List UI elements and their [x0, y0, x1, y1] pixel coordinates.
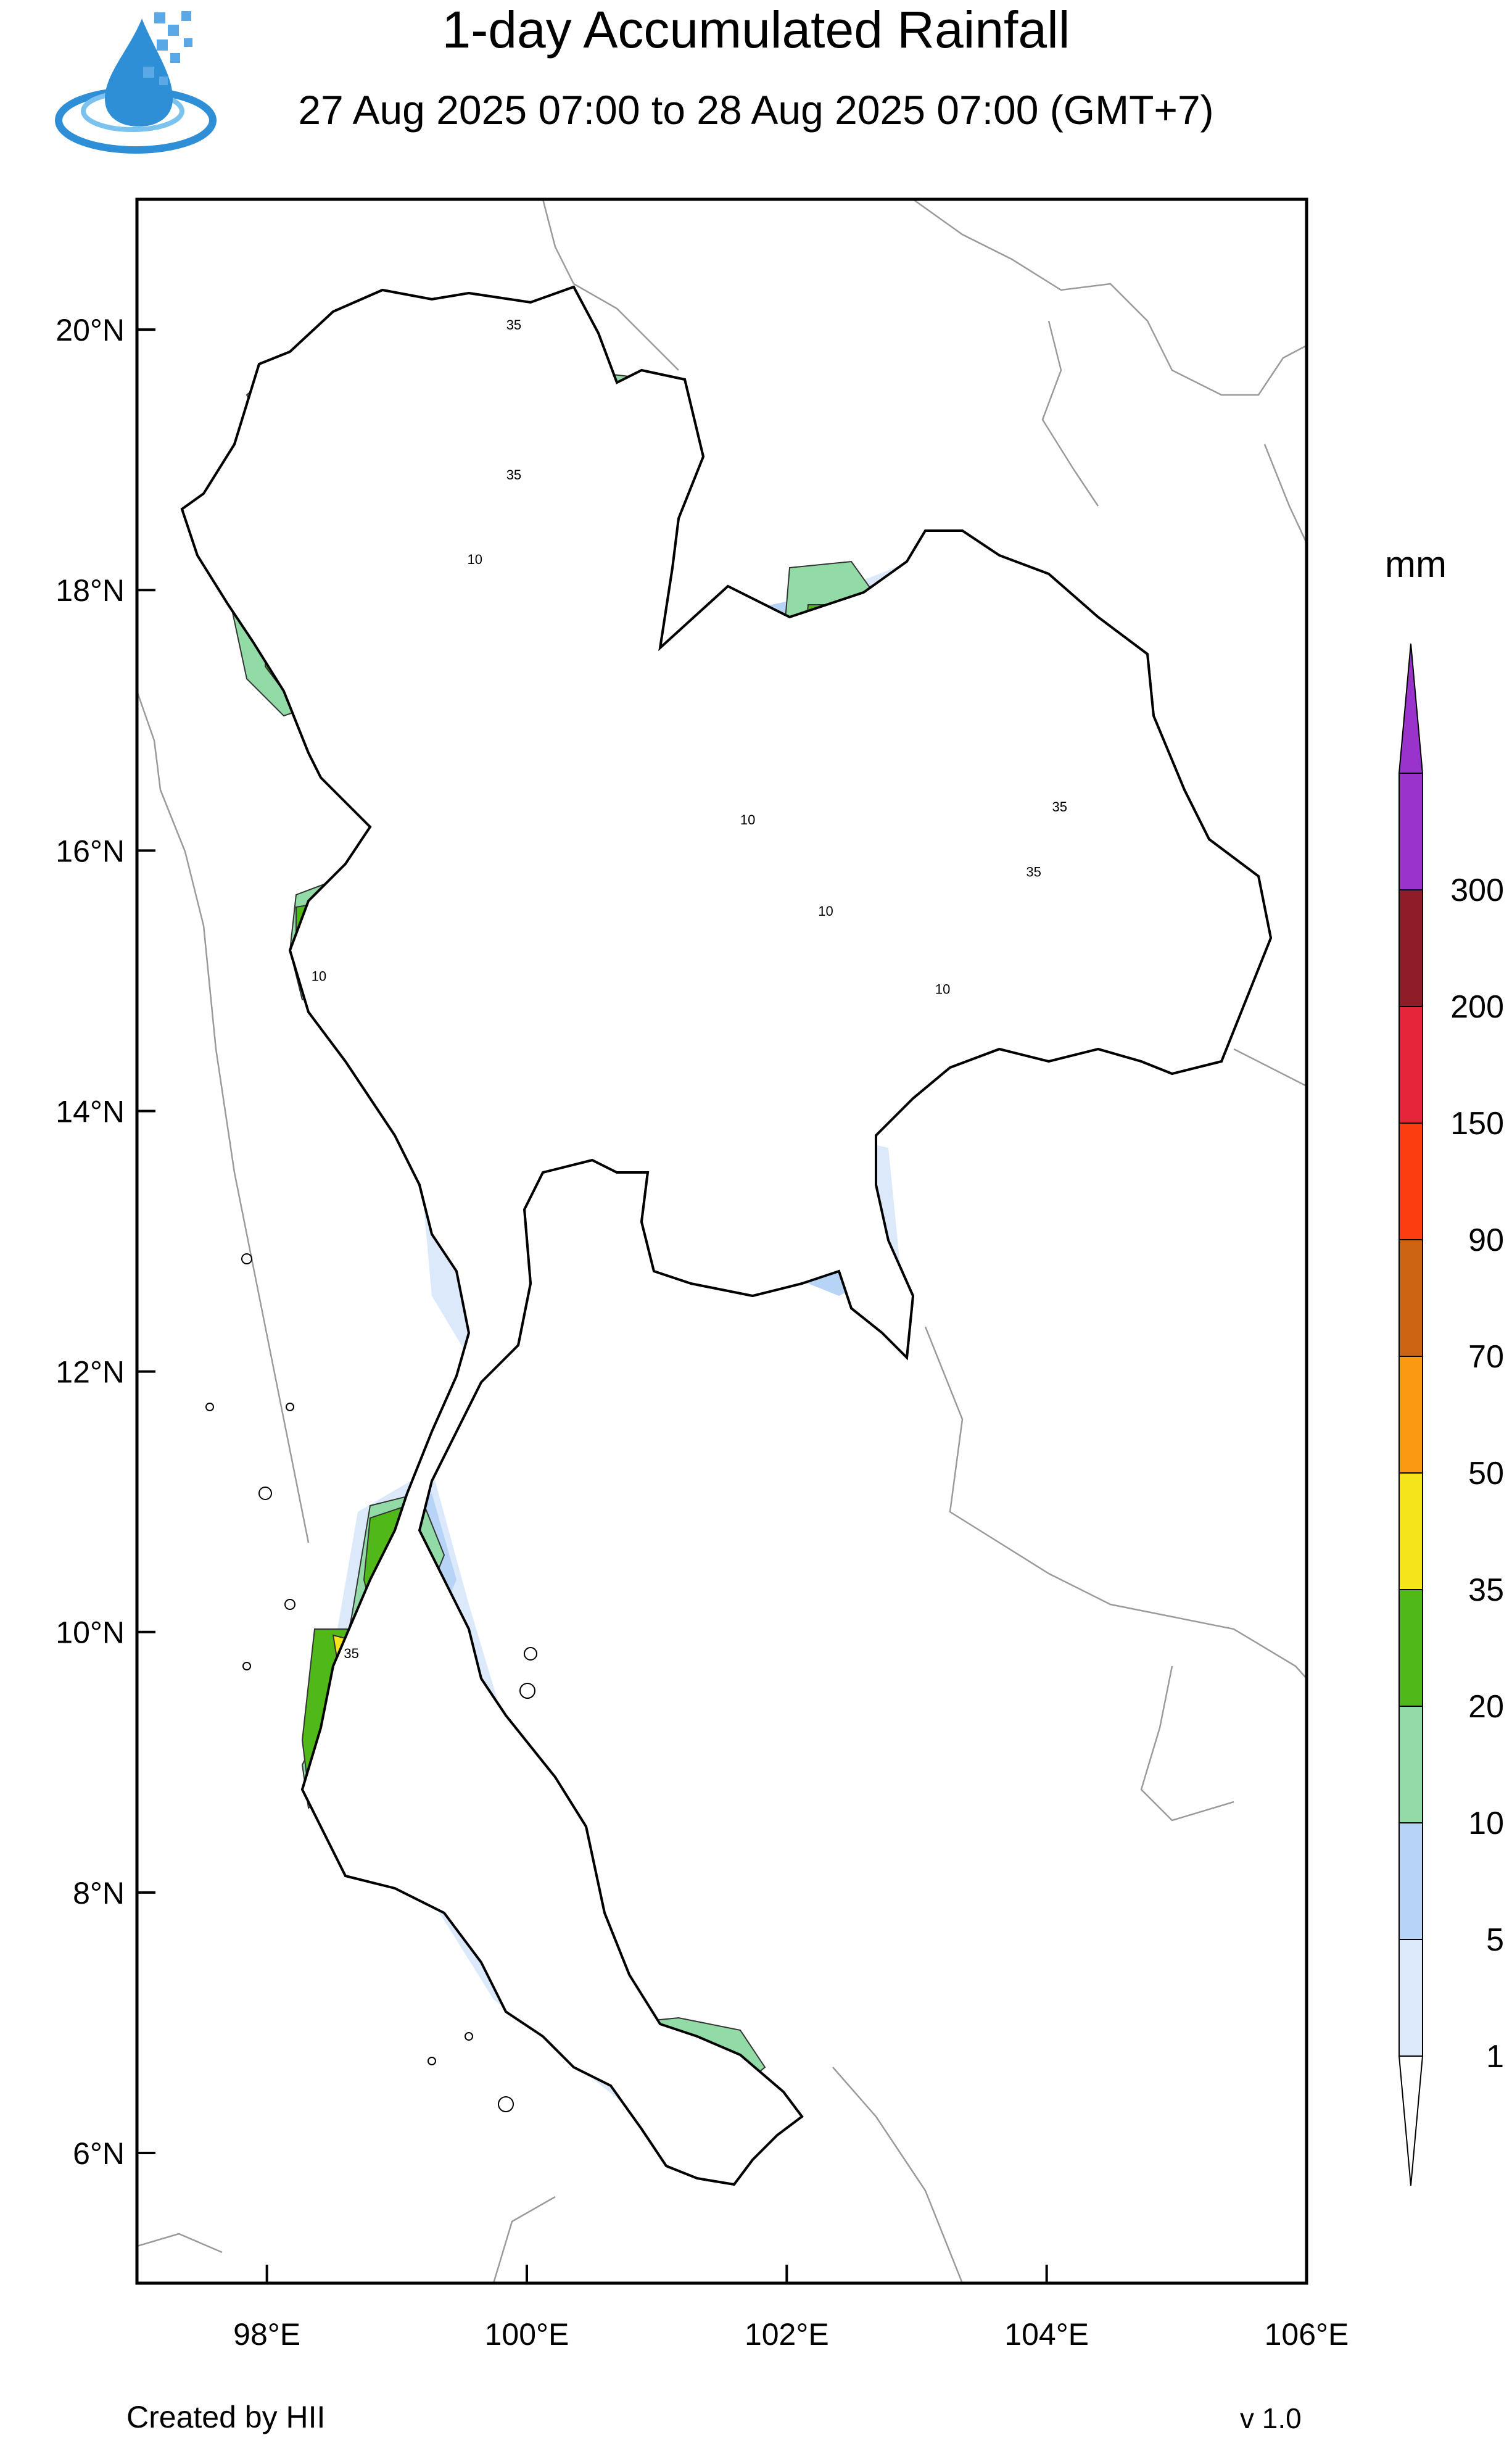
- contour-label: 35: [1026, 865, 1041, 880]
- legend-swatch: [1398, 773, 1423, 890]
- lon-tick-label: 102°E: [745, 2317, 829, 2352]
- lat-tick-label: 10°N: [56, 1616, 125, 1650]
- map-frame: [135, 197, 1308, 2285]
- legend-bottom-arrow: [1398, 2055, 1424, 2186]
- contour-labels: 10 35 35 10 35 35 35 10 10 10: [312, 317, 1067, 1661]
- contour-label: 35: [506, 317, 521, 333]
- legend-label: 10: [1468, 1806, 1504, 1841]
- lat-tick-label: 14°N: [56, 1094, 125, 1129]
- legend-label: 90: [1468, 1222, 1504, 1258]
- contour-label: 35: [1052, 799, 1067, 815]
- contour-label: 35: [344, 1646, 358, 1661]
- legend-label: 70: [1468, 1339, 1504, 1375]
- legend-label: 35: [1468, 1572, 1504, 1608]
- legend-label: 1: [1486, 2039, 1504, 2075]
- legend-label: 300: [1450, 873, 1504, 908]
- contour-label: 10: [312, 968, 326, 984]
- lon-tick-label: 106°E: [1265, 2317, 1349, 2352]
- legend-swatch: [1398, 1239, 1423, 1357]
- lat-tick-label: 20°N: [56, 313, 125, 347]
- contour-label: 10: [818, 903, 833, 919]
- map-title: 1-day Accumulated Rainfall: [442, 1, 1070, 59]
- lat-tick-label: 16°N: [56, 834, 125, 868]
- water-drop-logo-icon: [55, 11, 217, 154]
- legend-swatch: [1398, 1822, 1423, 1940]
- lon-tick-label: 100°E: [485, 2317, 569, 2352]
- islands: [205, 1253, 537, 2112]
- lat-tick-label: 12°N: [56, 1355, 125, 1390]
- lon-tick-label: 98°E: [233, 2317, 300, 2352]
- lat-tick-label: 18°N: [56, 573, 125, 608]
- legend-label: 20: [1468, 1689, 1504, 1725]
- version-text: v 1.0: [1240, 2402, 1302, 2434]
- contour-label: 10: [935, 981, 950, 997]
- legend-swatch: [1398, 1472, 1423, 1590]
- legend-swatch: [1398, 1356, 1423, 1474]
- contour-label: 10: [740, 812, 755, 827]
- contour-label: 35: [506, 467, 521, 483]
- legend-swatch: [1398, 1006, 1423, 1124]
- legend-label: 150: [1450, 1106, 1504, 1142]
- legend-colorbar: 1 5 10 20 35 50 70 90 150 200 300: [1398, 643, 1504, 2186]
- lon-tick-label: 104°E: [1004, 2317, 1089, 2352]
- legend-swatch: [1398, 1589, 1423, 1707]
- legend-top-arrow: [1398, 643, 1424, 774]
- legend-swatch: [1398, 1939, 1423, 2057]
- legend-label: 50: [1468, 1456, 1504, 1491]
- legend-swatch: [1398, 1122, 1423, 1240]
- legend-swatch: [1398, 1706, 1423, 1823]
- map-subtitle: 27 Aug 2025 07:00 to 28 Aug 2025 07:00 (…: [298, 87, 1214, 133]
- legend-label: 5: [1486, 1922, 1504, 1958]
- credit-text: Created by HII: [126, 2400, 326, 2434]
- map-axes: 98°E 100°E 102°E 104°E 106°E 20°N 18°N 16°N 14°N…: [56, 313, 1349, 2352]
- lat-tick-label: 6°N: [73, 2136, 125, 2171]
- contour-label: 10: [467, 552, 482, 567]
- lat-tick-label: 8°N: [73, 1876, 125, 1910]
- legend-unit: mm: [1385, 544, 1447, 585]
- legend-label: 200: [1450, 989, 1504, 1025]
- legend-swatch: [1398, 889, 1423, 1007]
- neighbor-borders: [137, 199, 1307, 2283]
